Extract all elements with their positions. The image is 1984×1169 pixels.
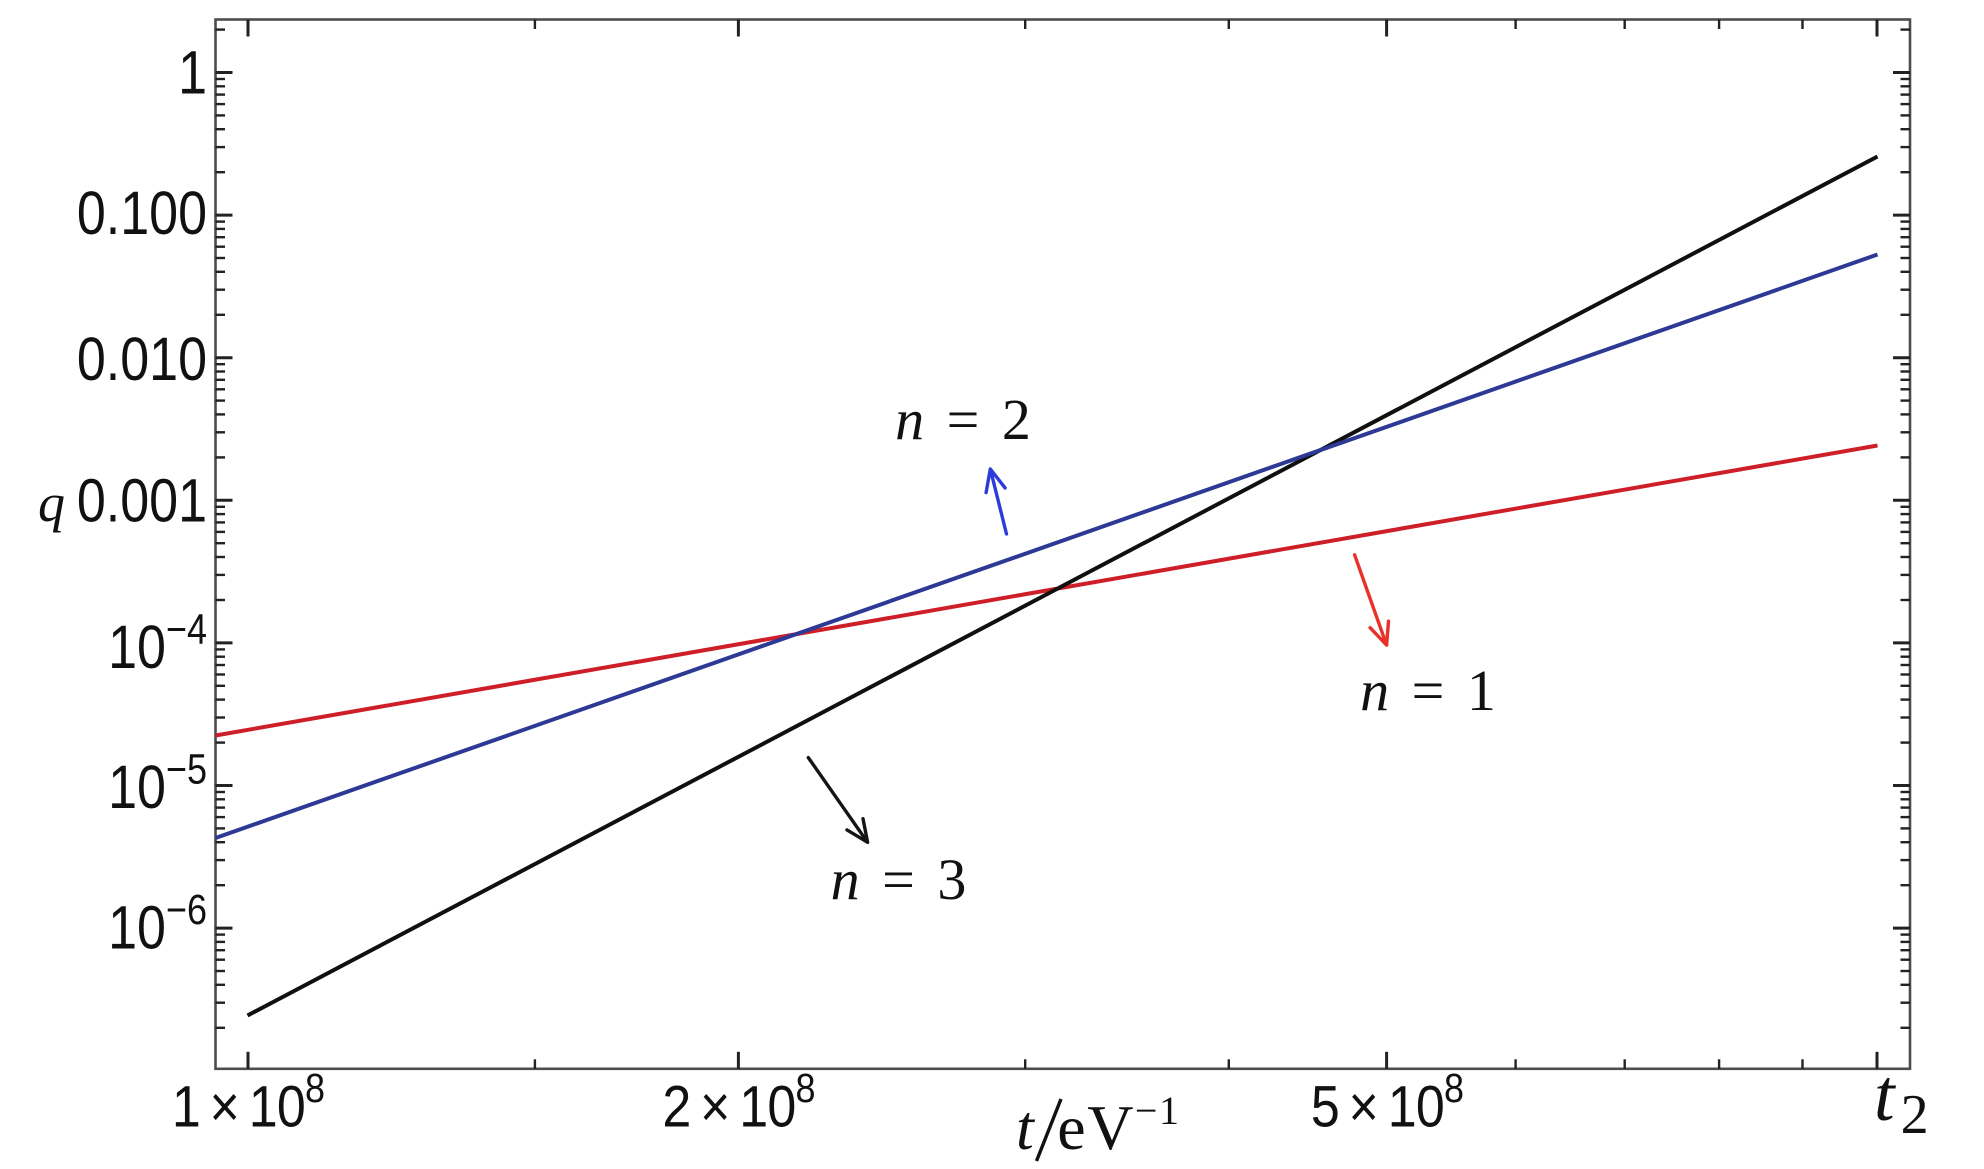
svg-text:teV−1: t eV−1 [1016,1088,1180,1163]
svg-text:n = 1: n = 1 [1360,658,1500,723]
svg-text:1: 1 [178,40,207,108]
svg-text:2 × 108: 2 × 108 [662,1066,814,1139]
svg-text:0.010: 0.010 [77,326,207,394]
svg-text:q: q [38,473,65,533]
svg-text:0.100: 0.100 [77,180,207,248]
svg-text:5 × 108: 5 × 108 [1311,1066,1463,1139]
svg-text:0.001: 0.001 [77,468,207,536]
svg-text:1 × 108: 1 × 108 [172,1066,324,1139]
svg-text:10−4: 10−4 [108,606,207,683]
svg-text:n = 2: n = 2 [895,387,1035,452]
svg-text:n = 3: n = 3 [831,847,971,912]
